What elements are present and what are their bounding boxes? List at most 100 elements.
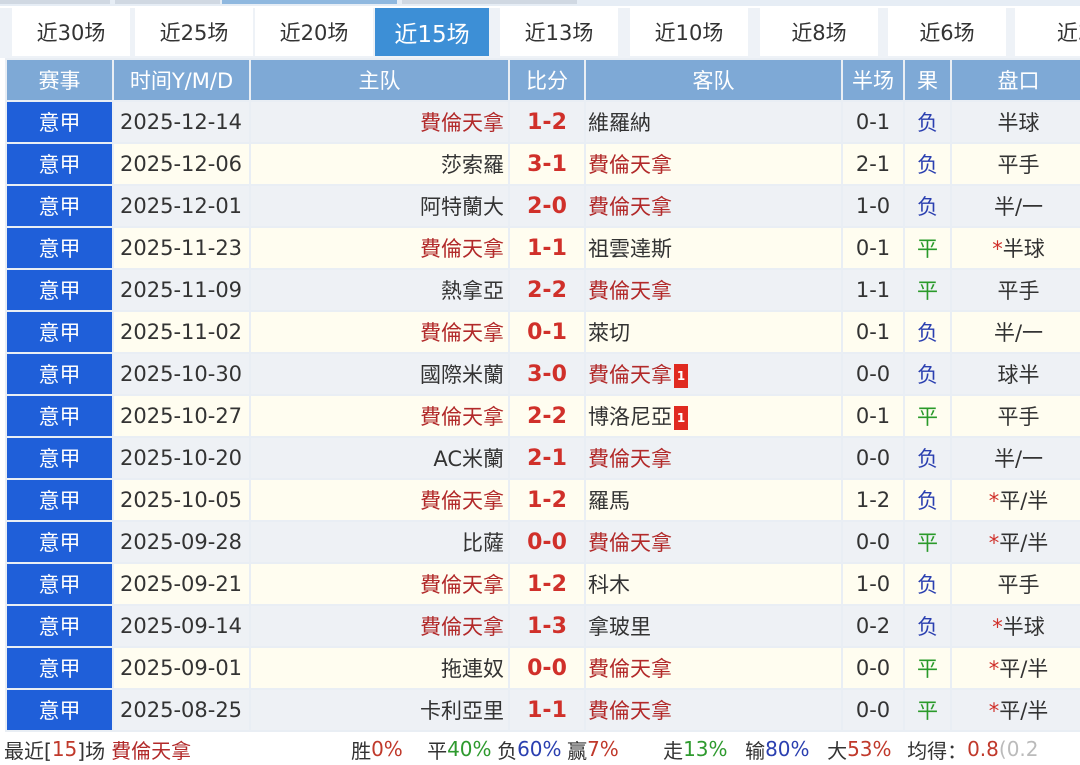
table-row[interactable]: 意甲 2025-09-14 費倫天拿 1-3 拿玻里 0-2 负 *半球 [5,604,1080,648]
handicap-cell: *平/半 [950,688,1080,732]
league-cell[interactable]: 意甲 [5,520,114,564]
date-cell: 2025-12-14 [112,100,251,144]
score-cell[interactable]: 2-2 [508,268,586,312]
handicap-cell: 半球 [950,100,1080,144]
league-cell[interactable]: 意甲 [5,688,114,732]
away-team[interactable]: 費倫天拿 [588,531,672,555]
home-team[interactable]: 費倫天拿 [249,394,510,438]
tab-2[interactable]: 近20场 [255,8,373,56]
away-team[interactable]: 費倫天拿 [588,153,672,177]
score-cell[interactable]: 1-3 [508,604,586,648]
score-cell[interactable]: 2-2 [508,394,586,438]
half-score: 0-0 [841,688,905,732]
table-row[interactable]: 意甲 2025-11-09 熱拿亞 2-2 費倫天拿 1-1 平 平手 [5,268,1080,312]
result-cell: 负 [903,142,952,186]
tab-3[interactable]: 近15场 [375,8,489,56]
result-cell: 负 [903,352,952,396]
table-row[interactable]: 意甲 2025-12-06 莎索羅 3-1 費倫天拿 2-1 负 平手 [5,142,1080,186]
tab-4[interactable]: 近13场 [500,8,618,56]
table-row[interactable]: 意甲 2025-10-05 費倫天拿 1-2 羅馬 1-2 负 *平/半 [5,478,1080,522]
home-team[interactable]: 費倫天拿 [249,226,510,270]
league-cell[interactable]: 意甲 [5,184,114,228]
league-cell[interactable]: 意甲 [5,478,114,522]
league-cell[interactable]: 意甲 [5,142,114,186]
score-cell[interactable]: 0-1 [508,310,586,354]
league-cell[interactable]: 意甲 [5,100,114,144]
home-team[interactable]: 費倫天拿 [249,604,510,648]
away-team[interactable]: 費倫天拿 [588,699,672,723]
league-cell[interactable]: 意甲 [5,310,114,354]
half-score: 1-0 [841,562,905,606]
table-row[interactable]: 意甲 2025-09-21 費倫天拿 1-2 科木 1-0 负 平手 [5,562,1080,606]
table-row[interactable]: 意甲 2025-12-14 費倫天拿 1-2 維羅納 0-1 负 半球 [5,100,1080,144]
table-row[interactable]: 意甲 2025-08-25 卡利亞里 1-1 費倫天拿 0-0 平 *平/半 [5,688,1080,732]
away-team[interactable]: 費倫天拿 [588,195,672,219]
table-row[interactable]: 意甲 2025-11-23 費倫天拿 1-1 祖雲達斯 0-1 平 *半球 [5,226,1080,270]
half-score: 1-1 [841,268,905,312]
score-cell[interactable]: 1-2 [508,562,586,606]
away-team[interactable]: 費倫天拿 [588,657,672,681]
away-team[interactable]: 費倫天拿 [588,363,672,387]
home-team[interactable]: 國際米蘭 [249,352,510,396]
table-row[interactable]: 意甲 2025-11-02 費倫天拿 0-1 萊切 0-1 负半/一 [5,310,1080,354]
home-team[interactable]: 費倫天拿 [249,478,510,522]
home-team[interactable]: 費倫天拿 [249,562,510,606]
result-cell: 负 [903,100,952,144]
table-row[interactable]: 意甲 2025-09-01 拖連奴 0-0 費倫天拿 0-0 平 *平/半 [5,646,1080,690]
tab-7[interactable]: 近6场 [888,8,1006,56]
handicap-cell: 平手 [950,394,1080,438]
score-cell[interactable]: 2-0 [508,184,586,228]
tab-8[interactable]: 近3 [1015,8,1080,56]
star-mark: * [988,699,1000,723]
home-team[interactable]: 費倫天拿 [249,100,510,144]
score-cell[interactable]: 1-1 [508,688,586,732]
league-cell[interactable]: 意甲 [5,394,114,438]
table-row[interactable]: 意甲 2025-10-30 國際米蘭 3-0 費倫天拿 1 0-0 负球半 [5,352,1080,396]
away-team[interactable]: 博洛尼亞 [588,405,672,429]
home-team[interactable]: 卡利亞里 [249,688,510,732]
away-team-cell: 祖雲達斯 [584,226,843,270]
away-team[interactable]: 費倫天拿 [588,447,672,471]
league-cell[interactable]: 意甲 [5,436,114,480]
score-cell[interactable]: 0-0 [508,646,586,690]
date-cell: 2025-09-14 [112,604,251,648]
away-team[interactable]: 羅馬 [588,489,630,513]
home-team[interactable]: 費倫天拿 [249,310,510,354]
score-cell[interactable]: 2-1 [508,436,586,480]
away-team[interactable]: 萊切 [588,321,630,345]
league-cell[interactable]: 意甲 [5,352,114,396]
league-cell[interactable]: 意甲 [5,562,114,606]
home-team[interactable]: 阿特蘭大 [249,184,510,228]
score-cell[interactable]: 3-1 [508,142,586,186]
home-team[interactable]: 熱拿亞 [249,268,510,312]
tab-0[interactable]: 近30场 [12,8,130,56]
tab-6[interactable]: 近8场 [760,8,878,56]
score-cell[interactable]: 1-1 [508,226,586,270]
league-cell[interactable]: 意甲 [5,226,114,270]
home-team[interactable]: 比薩 [249,520,510,564]
table-row[interactable]: 意甲 2025-10-20 AC米蘭 2-1 費倫天拿 0-0 负 半/一 [5,436,1080,480]
result-cell: 平 [903,688,952,732]
table-row[interactable]: 意甲 2025-10-27 費倫天拿 2-2 博洛尼亞 1 0-1 平平手 [5,394,1080,438]
tab-1[interactable]: 近25场 [135,8,253,56]
away-team[interactable]: 祖雲達斯 [588,237,672,261]
league-cell[interactable]: 意甲 [5,646,114,690]
tab-5[interactable]: 近10场 [630,8,748,56]
table-row[interactable]: 意甲 2025-12-01 阿特蘭大 2-0 費倫天拿 1-0 负 半/一 [5,184,1080,228]
away-team-cell: 維羅納 [584,100,843,144]
score-cell[interactable]: 1-2 [508,100,586,144]
score-cell[interactable]: 3-0 [508,352,586,396]
away-team[interactable]: 維羅納 [588,111,651,135]
home-team[interactable]: AC米蘭 [249,436,510,480]
table-row[interactable]: 意甲 2025-09-28 比薩 0-0 費倫天拿 0-0 平 *平/半 [5,520,1080,564]
league-cell[interactable]: 意甲 [5,268,114,312]
away-team[interactable]: 拿玻里 [588,615,651,639]
column-header: 比分 [508,58,586,102]
home-team[interactable]: 拖連奴 [249,646,510,690]
score-cell[interactable]: 1-2 [508,478,586,522]
score-cell[interactable]: 0-0 [508,520,586,564]
league-cell[interactable]: 意甲 [5,604,114,648]
away-team[interactable]: 費倫天拿 [588,279,672,303]
home-team[interactable]: 莎索羅 [249,142,510,186]
away-team[interactable]: 科木 [588,573,630,597]
